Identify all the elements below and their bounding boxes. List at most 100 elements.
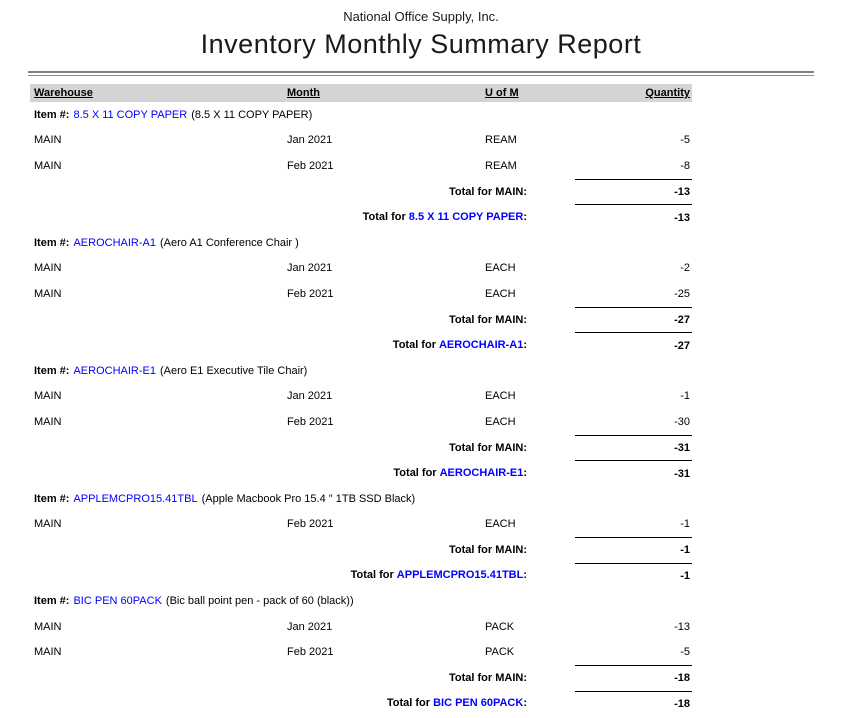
item-total-row: Total for AEROCHAIR-E1: -31 <box>30 460 692 486</box>
uom-cell: EACH <box>485 415 516 428</box>
warehouse-total-value: -18 <box>575 665 692 691</box>
warehouse-cell: MAIN <box>34 134 62 147</box>
quantity-cell: -5 <box>680 134 690 147</box>
total-for-text: Total for <box>362 211 406 224</box>
column-header-warehouse: Warehouse <box>34 87 93 99</box>
uom-cell: PACK <box>485 620 515 633</box>
item-description: (Aero A1 Conference Chair ) <box>160 236 299 249</box>
item-total-label: Total for AEROCHAIR-E1: <box>30 467 575 479</box>
column-header-row: Warehouse Month U of M Quantity <box>30 84 692 102</box>
colon-text: : <box>523 467 527 480</box>
item-code-link[interactable]: APPLEMCPRO15.41TBL <box>396 569 524 582</box>
item-header-row: Item #: 8.5 X 11 COPY PAPER (8.5 X 11 CO… <box>30 102 692 128</box>
table-row: MAIN Jan 2021 PACK -13 <box>30 614 692 640</box>
uom-cell: REAM <box>485 134 517 147</box>
item-number-label: Item #: <box>34 108 70 121</box>
item-header-row: Item #: AEROCHAIR-A1 (Aero A1 Conference… <box>30 230 692 256</box>
item-code-link[interactable]: BIC PEN 60PACK <box>73 595 162 608</box>
item-description: (Bic ball point pen - pack of 60 (black)… <box>165 595 354 608</box>
item-total-value: -27 <box>575 332 692 358</box>
item-number-label: Item #: <box>34 236 70 249</box>
warehouse-total-label: Total for MAIN: <box>448 185 527 198</box>
warehouse-cell: MAIN <box>34 390 62 403</box>
report-title: Inventory Monthly Summary Report <box>200 29 642 59</box>
warehouse-cell: MAIN <box>34 415 62 428</box>
item-total-label: Total for 8.5 X 11 COPY PAPER: <box>30 211 575 223</box>
item-total-row: Total for APPLEMCPRO15.41TBL: -1 <box>30 562 692 589</box>
item-code-link[interactable]: 8.5 X 11 COPY PAPER <box>408 211 524 224</box>
quantity-cell: -2 <box>680 262 690 275</box>
warehouse-total-label: Total for MAIN: <box>448 313 527 326</box>
quantity-cell: -30 <box>674 415 690 428</box>
item-description: (Apple Macbook Pro 15.4 " 1TB SSD Black) <box>201 492 416 505</box>
item-number-label: Item #: <box>34 492 70 505</box>
warehouse-cell: MAIN <box>34 287 62 300</box>
warehouse-cell: MAIN <box>34 620 62 633</box>
item-number-label: Item #: <box>34 595 70 608</box>
quantity-cell: -13 <box>674 620 690 633</box>
uom-cell: EACH <box>485 287 516 300</box>
warehouse-cell: MAIN <box>34 646 62 659</box>
colon-text: : <box>523 339 527 352</box>
colon-text: : <box>523 569 527 582</box>
warehouse-total-row: Total for MAIN: -27 <box>30 306 692 333</box>
item-total-value: -1 <box>575 562 692 589</box>
warehouse-cell: MAIN <box>34 262 62 275</box>
table-row: MAIN Feb 2021 REAM -8 <box>30 153 692 179</box>
uom-cell: EACH <box>485 262 516 275</box>
warehouse-total-value: -27 <box>575 306 692 333</box>
item-total-row: Total for BIC PEN 60PACK: -18 <box>30 690 692 717</box>
item-total-row: Total for AEROCHAIR-A1: -27 <box>30 332 692 358</box>
warehouse-total-label: Total for MAIN: <box>448 543 527 556</box>
uom-cell: REAM <box>485 159 517 172</box>
item-total-label: Total for AEROCHAIR-A1: <box>30 339 575 351</box>
item-header-row: Item #: BIC PEN 60PACK (Bic ball point p… <box>30 588 692 614</box>
item-code-link[interactable]: 8.5 X 11 COPY PAPER <box>73 108 188 121</box>
table-row: MAIN Feb 2021 PACK -5 <box>30 639 692 665</box>
warehouse-cell: MAIN <box>34 518 62 531</box>
column-header-quantity: Quantity <box>645 87 690 99</box>
warehouse-total-row: Total for MAIN: -18 <box>30 665 692 691</box>
item-description: (8.5 X 11 COPY PAPER) <box>191 108 313 121</box>
warehouse-total-value: -13 <box>575 178 692 205</box>
item-total-label: Total for BIC PEN 60PACK: <box>30 697 575 709</box>
item-code-link[interactable]: AEROCHAIR-A1 <box>73 236 156 249</box>
uom-cell: EACH <box>485 390 516 403</box>
colon-text: : <box>523 697 527 710</box>
month-cell: Jan 2021 <box>287 262 333 275</box>
item-code-link[interactable]: APPLEMCPRO15.41TBL <box>73 492 198 505</box>
month-cell: Jan 2021 <box>287 390 333 403</box>
month-cell: Jan 2021 <box>287 620 333 633</box>
item-total-value: -31 <box>575 460 692 486</box>
month-cell: Feb 2021 <box>287 415 334 428</box>
item-code-link[interactable]: AEROCHAIR-E1 <box>73 364 156 377</box>
table-row: MAIN Feb 2021 EACH -1 <box>30 512 692 538</box>
table-row: MAIN Feb 2021 EACH -30 <box>30 409 692 435</box>
warehouse-total-label: Total for MAIN: <box>448 441 527 454</box>
column-header-uom: U of M <box>485 87 519 99</box>
month-cell: Feb 2021 <box>287 518 334 531</box>
item-number-label: Item #: <box>34 364 70 377</box>
warehouse-total-row: Total for MAIN: -31 <box>30 434 692 461</box>
item-code-link[interactable]: AEROCHAIR-E1 <box>439 467 524 480</box>
table-row: MAIN Jan 2021 REAM -5 <box>30 128 692 154</box>
total-for-text: Total for <box>386 697 431 710</box>
warehouse-total-row: Total for MAIN: -1 <box>30 537 692 563</box>
report-body: Warehouse Month U of M Quantity Item #: … <box>30 84 692 716</box>
table-row: MAIN Jan 2021 EACH -2 <box>30 256 692 282</box>
company-name: National Office Supply, Inc. <box>343 9 499 24</box>
header-divider <box>28 71 814 76</box>
item-code-link[interactable]: BIC PEN 60PACK <box>433 697 524 710</box>
uom-cell: PACK <box>485 646 515 659</box>
item-total-value: -13 <box>575 204 692 230</box>
warehouse-total-row: Total for MAIN: -13 <box>30 178 692 205</box>
warehouse-total-value: -1 <box>575 537 692 563</box>
item-code-link[interactable]: AEROCHAIR-A1 <box>438 339 524 352</box>
quantity-cell: -25 <box>674 287 690 300</box>
month-cell: Feb 2021 <box>287 159 334 172</box>
month-cell: Feb 2021 <box>287 646 334 659</box>
table-row: MAIN Jan 2021 EACH -1 <box>30 384 692 410</box>
total-for-text: Total for <box>393 467 437 480</box>
item-total-row: Total for 8.5 X 11 COPY PAPER: -13 <box>30 204 692 230</box>
colon-text: : <box>523 211 527 224</box>
